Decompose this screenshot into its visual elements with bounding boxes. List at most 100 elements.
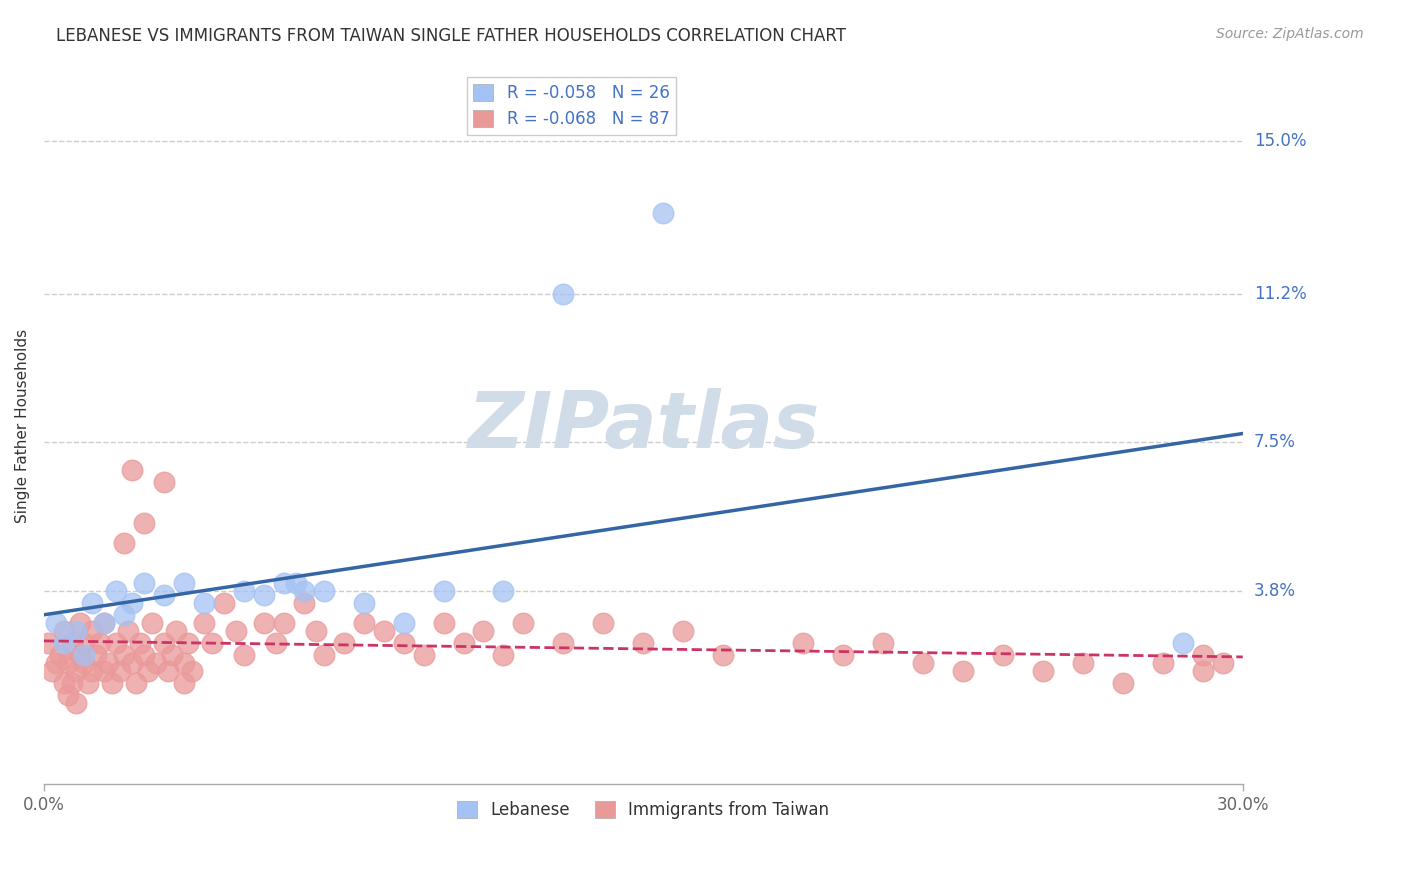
Point: [76, 676, 98, 690]
Point: [93, 615, 115, 630]
Point: [180, 664, 202, 678]
Point: [1191, 648, 1213, 662]
Point: [312, 583, 335, 598]
Point: [553, 286, 575, 301]
Point: [52, 676, 75, 690]
Point: [332, 636, 354, 650]
Point: [73, 648, 96, 662]
Point: [373, 624, 395, 638]
Point: [492, 648, 515, 662]
Point: [56, 689, 79, 703]
Point: [312, 648, 335, 662]
Point: [80, 596, 103, 610]
Point: [1191, 664, 1213, 678]
Point: [832, 648, 855, 662]
Point: [93, 664, 115, 678]
Point: [69, 648, 91, 662]
Point: [872, 636, 894, 650]
Point: [225, 624, 247, 638]
Point: [128, 636, 150, 650]
Point: [652, 206, 675, 220]
Point: [73, 636, 96, 650]
Point: [84, 648, 107, 662]
Point: [512, 615, 534, 630]
Point: [136, 664, 159, 678]
Text: 7.5%: 7.5%: [1254, 434, 1296, 451]
Point: [1032, 664, 1054, 678]
Point: [56, 656, 79, 670]
Point: [65, 624, 87, 638]
Point: [232, 648, 254, 662]
Point: [592, 615, 614, 630]
Point: [60, 676, 83, 690]
Point: [141, 615, 163, 630]
Text: LEBANESE VS IMMIGRANTS FROM TAIWAN SINGLE FATHER HOUSEHOLDS CORRELATION CHART: LEBANESE VS IMMIGRANTS FROM TAIWAN SINGL…: [56, 27, 846, 45]
Point: [101, 676, 124, 690]
Point: [145, 656, 167, 670]
Point: [991, 648, 1014, 662]
Point: [1171, 636, 1194, 650]
Point: [121, 463, 143, 477]
Point: [152, 475, 174, 490]
Point: [117, 624, 139, 638]
Point: [412, 648, 434, 662]
Point: [165, 624, 187, 638]
Point: [212, 596, 235, 610]
Point: [672, 624, 695, 638]
Text: 11.2%: 11.2%: [1254, 285, 1306, 302]
Point: [264, 636, 287, 650]
Point: [253, 588, 276, 602]
Point: [152, 636, 174, 650]
Point: [273, 615, 295, 630]
Point: [93, 615, 115, 630]
Point: [65, 664, 87, 678]
Point: [45, 656, 67, 670]
Point: [108, 664, 131, 678]
Point: [132, 516, 155, 530]
Point: [60, 636, 83, 650]
Point: [232, 583, 254, 598]
Point: [41, 664, 63, 678]
Point: [273, 575, 295, 590]
Point: [292, 583, 315, 598]
Point: [177, 636, 200, 650]
Text: 3.8%: 3.8%: [1254, 582, 1296, 599]
Point: [112, 535, 135, 549]
Point: [104, 636, 127, 650]
Point: [65, 697, 87, 711]
Text: 15.0%: 15.0%: [1254, 132, 1306, 150]
Point: [80, 664, 103, 678]
Point: [453, 636, 475, 650]
Point: [1071, 656, 1094, 670]
Point: [173, 575, 195, 590]
Point: [253, 615, 276, 630]
Point: [711, 648, 734, 662]
Point: [173, 676, 195, 690]
Legend: Lebanese, Immigrants from Taiwan: Lebanese, Immigrants from Taiwan: [450, 794, 837, 825]
Point: [792, 636, 814, 650]
Point: [112, 648, 135, 662]
Point: [912, 656, 935, 670]
Point: [392, 615, 415, 630]
Point: [160, 648, 183, 662]
Point: [97, 656, 120, 670]
Point: [193, 596, 215, 610]
Point: [73, 656, 96, 670]
Point: [173, 656, 195, 670]
Text: Source: ZipAtlas.com: Source: ZipAtlas.com: [1216, 27, 1364, 41]
Point: [52, 636, 75, 650]
Point: [553, 636, 575, 650]
Point: [37, 636, 59, 650]
Point: [392, 636, 415, 650]
Point: [353, 615, 375, 630]
Point: [156, 664, 179, 678]
Point: [121, 656, 143, 670]
Point: [292, 596, 315, 610]
Y-axis label: Single Father Households: Single Father Households: [15, 329, 30, 524]
Point: [125, 676, 148, 690]
Point: [89, 636, 111, 650]
Point: [952, 664, 974, 678]
Point: [1212, 656, 1234, 670]
Point: [472, 624, 495, 638]
Point: [432, 615, 454, 630]
